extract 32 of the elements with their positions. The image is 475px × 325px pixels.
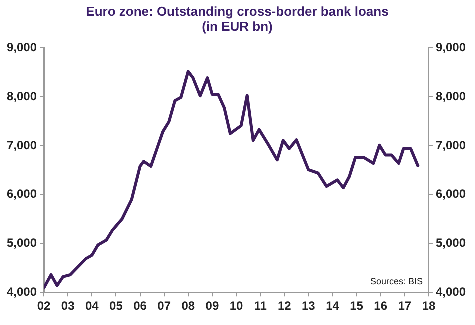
y2-tick-label: 5,000 [436, 236, 466, 250]
y-tick-label: 8,000 [7, 89, 38, 104]
y2-tick-label: 6,000 [436, 187, 466, 202]
y-tick-label: 7,000 [7, 138, 38, 152]
chart-title: Euro zone: Outstanding cross-border bank loans [85, 4, 390, 19]
x-tick-label: 17 [398, 299, 412, 314]
y2-tick-label: 8,000 [436, 89, 466, 104]
chart-subtitle: (in EUR bn) [201, 19, 274, 34]
x-tick-label: 14 [326, 299, 340, 314]
x-tick-label: 13 [302, 299, 316, 314]
x-tick-label: 02 [37, 299, 52, 314]
y-tick-label: 4,000 [7, 284, 38, 299]
y-tick-label: 9,000 [7, 40, 38, 55]
y2-tick-label: 9,000 [436, 40, 466, 55]
annotation: Sources: BIS [370, 276, 423, 287]
y2-tick-label: 7,000 [436, 138, 466, 152]
y2-tick-label: 4,000 [436, 284, 466, 299]
x-tick-label: 18 [422, 299, 436, 314]
x-tick-label: 06 [134, 299, 148, 314]
x-tick-label: 03 [61, 299, 76, 314]
y-tick-label: 5,000 [7, 236, 38, 250]
x-tick-label: 04 [85, 299, 100, 314]
x-tick-label: 05 [110, 299, 124, 314]
y-tick-label: 6,000 [7, 187, 38, 202]
x-tick-label: 09 [206, 299, 220, 314]
x-tick-label: 08 [182, 299, 196, 314]
x-tick-label: 12 [278, 299, 292, 314]
x-tick-label: 10 [230, 299, 244, 314]
x-tick-label: 16 [374, 299, 388, 314]
x-tick-label: 11 [254, 299, 268, 314]
x-tick-label: 15 [350, 299, 364, 314]
x-tick-label: 07 [158, 299, 172, 314]
